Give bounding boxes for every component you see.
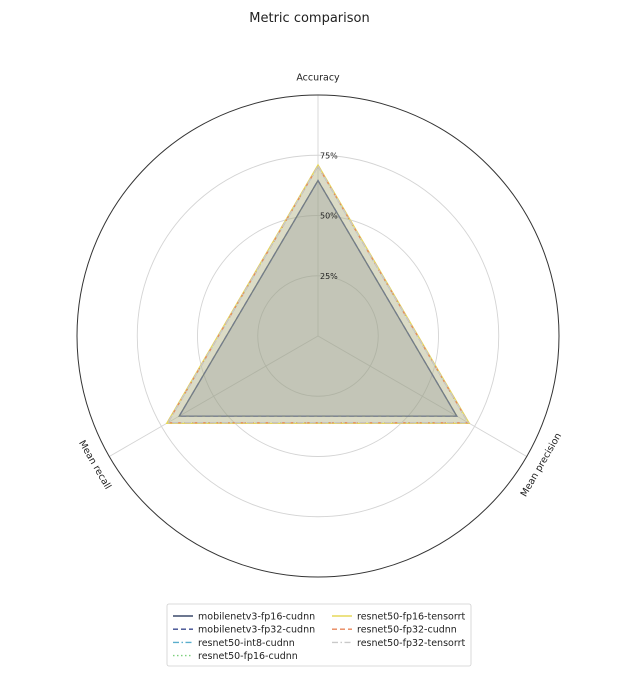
axis-label-mean-recall: Mean recall [76, 439, 113, 492]
legend-item-resnet50-fp16-tensorrt: resnet50-fp16-tensorrt [332, 612, 465, 623]
series-resnet50-fp32-tensorrt [166, 164, 470, 424]
legend: mobilenetv3-fp16-cudnn mobilenetv3-fp32-c… [166, 603, 472, 667]
legend-box [166, 603, 472, 667]
axis-label-accuracy: Accuracy [296, 73, 340, 84]
radial-tick-label-75: 75% [320, 151, 338, 160]
legend-label: resnet50-fp32-cudnn [357, 625, 457, 636]
series-layer [165, 163, 471, 425]
legend-label: resnet50-fp16-cudnn [198, 651, 298, 662]
legend-label: mobilenetv3-fp16-cudnn [198, 612, 315, 623]
grid-layer [76, 94, 560, 578]
legend-item-mobilenetv3-fp16-cudnn: mobilenetv3-fp16-cudnn [173, 612, 315, 623]
radial-tick-label-50: 50% [320, 212, 338, 221]
axis-label-mean-precision: Mean precision [519, 431, 564, 499]
grid-spoke-mean-precision [317, 335, 527, 457]
legend-label: resnet50-int8-cudnn [198, 638, 295, 649]
chart-title: Metric comparison [249, 11, 369, 26]
legend-label: mobilenetv3-fp32-cudnn [198, 625, 315, 636]
legend-item-resnet50-fp32-tensorrt: resnet50-fp32-tensorrt [332, 638, 465, 649]
legend-label: resnet50-fp16-tensorrt [357, 612, 465, 623]
radial-tick-label-25: 25% [320, 272, 338, 281]
legend-item-resnet50-int8-cudnn: resnet50-int8-cudnn [173, 638, 295, 649]
legend-label: resnet50-fp32-tensorrt [357, 638, 465, 649]
legend-item-mobilenetv3-fp32-cudnn: mobilenetv3-fp32-cudnn [173, 625, 315, 636]
grid-spoke-mean-recall [109, 335, 319, 457]
series-mobilenetv3-fp32-cudnn [178, 179, 458, 417]
legend-item-resnet50-fp32-cudnn: resnet50-fp32-cudnn [332, 625, 457, 636]
outer-frame [76, 94, 560, 578]
legend-item-resnet50-fp16-cudnn: resnet50-fp16-cudnn [173, 651, 298, 662]
